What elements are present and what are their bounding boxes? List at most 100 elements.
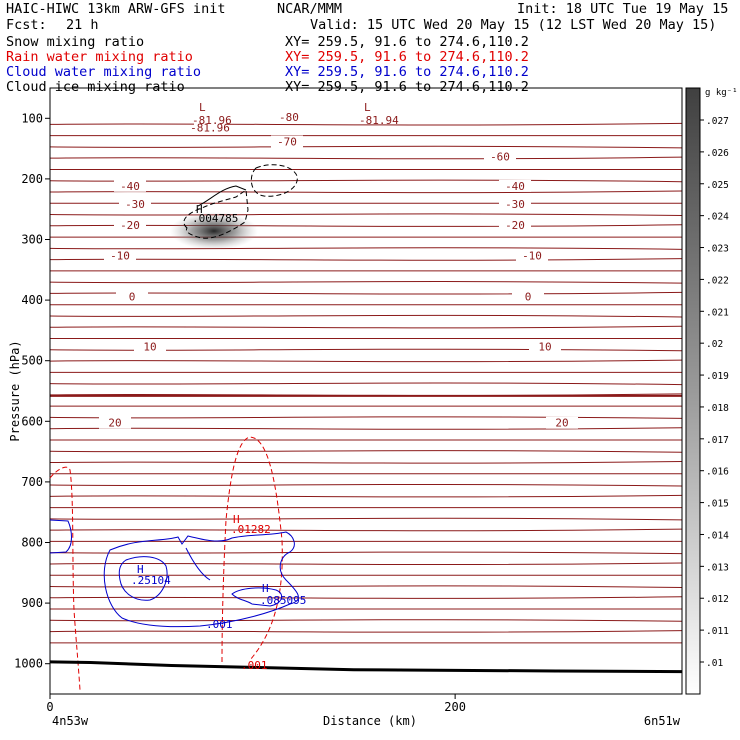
y-tick-label: 600 [21,414,43,428]
isotherm-line [49,382,683,386]
contour-label: -40 [505,180,525,193]
colorbar-ticks: .027 .026 .025 .024 .023 .022 .021 .02 .019 .018.… [700,116,729,669]
isotherm-line [49,483,683,487]
isotherm-line [49,630,683,633]
contour-label-minus-80: -80 [279,111,299,124]
contour-label-bg [114,219,146,232]
isotherm-line [49,450,683,453]
field-name-cloud-water: Cloud water mixing ratio [6,64,202,80]
contour-label: -60 [490,151,510,164]
field-xy-cloud-water: XY= 259.5, 91.6 to 274.6,110.2 [285,64,529,80]
colorbar-tick-label: .013 [706,562,729,573]
isotherm-line [49,517,683,521]
cloud-water-contour-label: .001 [206,618,233,631]
low-value-1: -81.96 [192,114,232,127]
colorbar-tick-label: .014 [706,530,729,541]
fcst-label: Fcst: [6,17,47,33]
isotherm-line [49,427,683,430]
cloud-water-contour-left [49,519,72,554]
cloud-water-high-value-1: .25104 [131,574,171,587]
colorbar [685,87,701,695]
y-tick-label: 500 [21,354,43,368]
isotherm-line [49,528,683,532]
colorbar-tick-label: .016 [706,467,729,478]
low-marker-2: L [364,101,371,114]
isotherm-line [49,619,683,622]
isotherm-line [49,494,683,498]
colorbar-tick-label: .025 [706,180,729,191]
temperature-contours: -81.96 -70 -60 -40 -40 -30 -30 -20 -20 -10 -10 0 0 10… [49,121,683,644]
field-name-snow: Snow mixing ratio [6,34,145,50]
contour-label-bg [499,179,531,192]
field-xy-cloud-ice: XY= 259.5, 91.6 to 274.6,110.2 [285,79,529,95]
x-tick-label: 0 [46,700,53,714]
contour-label: 10 [538,340,551,353]
y-tick-label: 700 [21,475,43,489]
rain-contour-label: .001 [241,659,268,672]
y-tick-label: 800 [21,536,43,550]
colorbar-tick-label: .011 [706,626,729,637]
y-axis-label: Pressure (hPa) [8,340,22,441]
contour-label: -40 [120,180,140,193]
contour-label: -81.96 [190,122,230,135]
contour-label: 20 [108,417,121,430]
rain-contour-center [221,436,283,663]
model-title: HAIC-HIWC 13km ARW-GFS init [6,1,226,17]
low-marker-1: L [199,101,206,114]
isotherm-line [49,596,683,599]
colorbar-tick-label: .015 [706,499,729,510]
contour-label: -30 [505,198,525,211]
colorbar-tick-label: .023 [706,244,729,255]
isotherm-line [49,461,683,464]
x-endpoint-right: 6n51w [644,714,681,728]
y-axis-ticks: 100 200 300 400 500 600 700 800 900 1000 [14,111,50,671]
colorbar-tick-label: .019 [706,371,729,382]
x-axis-label: Distance (km) [323,714,417,728]
cloud-ice-contour-2 [250,164,298,197]
isotherm-line [49,551,683,555]
isotherm-line [49,562,683,566]
isotherm-line [49,325,683,329]
isotherm-line [49,314,683,318]
field-xy-snow: XY= 259.5, 91.6 to 274.6,110.2 [285,34,529,50]
contour-label-bg [116,290,148,303]
y-tick-label: 100 [21,111,43,125]
y-tick-label: 300 [21,233,43,247]
contour-label: 0 [525,291,532,304]
fcst-value: 21 h [66,17,99,33]
y-tick-label: 900 [21,596,43,610]
isotherm-line [49,585,683,588]
ice-high-marker: H [196,203,203,216]
colorbar-tick-label: .021 [706,307,729,318]
colorbar-tick-label: .018 [706,403,729,414]
contour-label-bg [194,121,226,134]
cloud-water-contour-inner [118,556,168,601]
contour-label: -20 [120,219,140,232]
colorbar-tick-label: .026 [706,148,729,159]
cloud-ice-shading [170,212,258,250]
colorbar-tick-label: .017 [706,435,729,446]
isotherm-line [49,145,683,149]
surface-pressure-line [49,660,683,674]
contour-label-bg [134,340,166,353]
colorbar-tick-label: .022 [706,275,729,286]
isotherm-line [49,122,683,126]
colorbar-tick-label: .027 [706,116,729,127]
contour-label: -10 [110,249,130,262]
init-time: Init: 18 UTC Tue 19 May 15 [517,1,729,17]
plot-frame [49,87,683,695]
field-xy-rain: XY= 259.5, 91.6 to 274.6,110.2 [285,49,529,65]
contour-label-bg [99,416,131,429]
rain-high-marker: H [233,513,240,526]
field-name-rain: Rain water mixing ratio [6,49,193,65]
contour-label-bg [529,340,561,353]
x-tick-label: 200 [444,700,466,714]
contour-label: -20 [505,219,525,232]
low-value-2: -81.94 [359,114,399,127]
rain-high-value: .01282 [231,523,271,536]
cloud-water-high-marker-1: H [137,563,144,576]
cloud-water-high-marker-2: H [262,582,269,595]
isotherm-line [49,416,683,419]
contour-label-bg [512,290,544,303]
x-endpoint-left: 4n53w [52,714,89,728]
